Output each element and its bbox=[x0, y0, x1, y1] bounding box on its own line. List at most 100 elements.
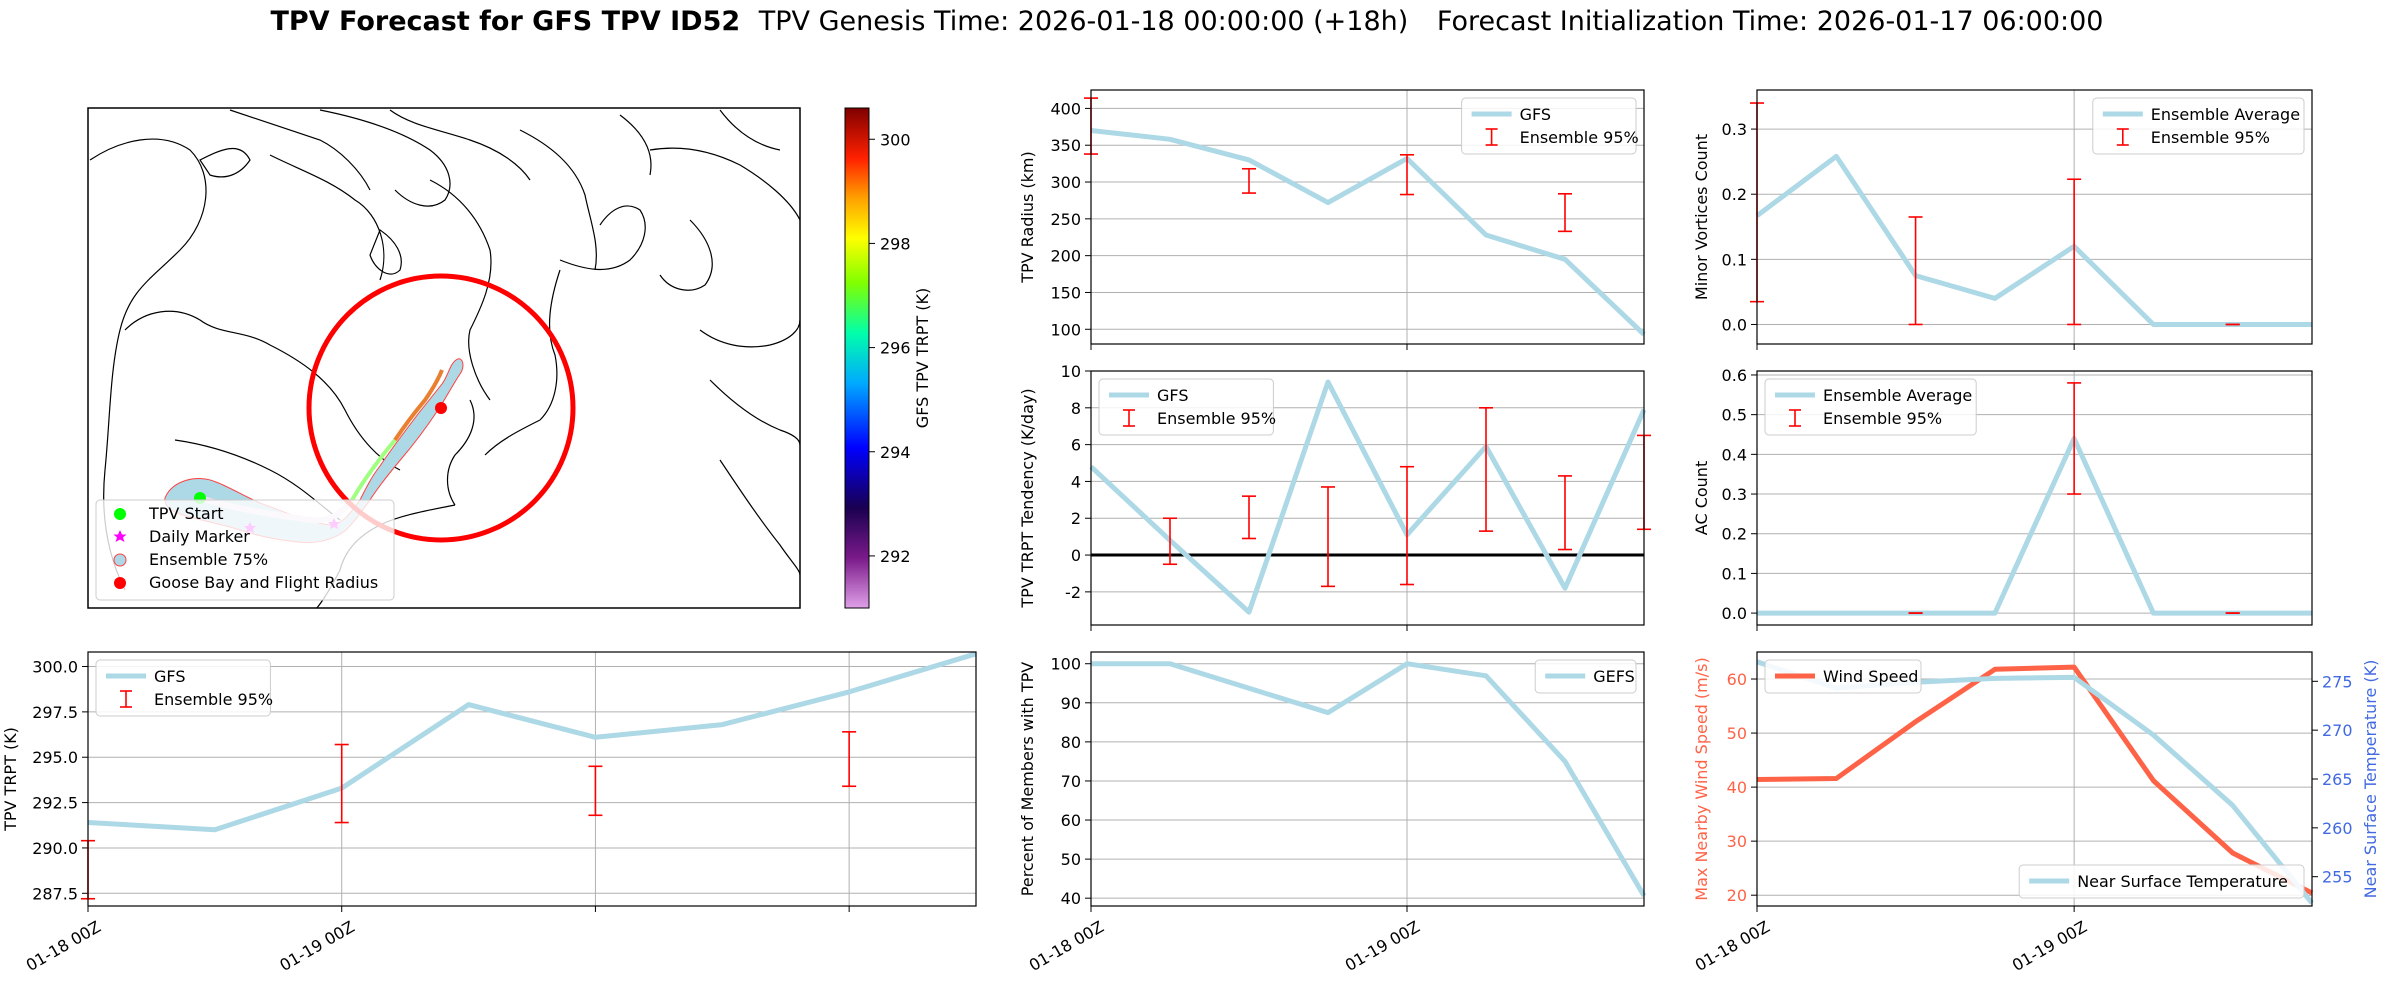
chart-wind: 20 30 40 50 60 01-18 00Z 01-19 00Z Max Nearby W… bbox=[1692, 651, 2380, 975]
legend-goose-bay-marker bbox=[114, 577, 126, 589]
ytick-right-label: 270 bbox=[2322, 721, 2353, 740]
colorbar-tick-label: 298 bbox=[880, 234, 911, 253]
figure-title: TPV Forecast for GFS TPV ID52 TPV Genesi… bbox=[0, 6, 2384, 37]
ylabel: AC Count bbox=[1692, 461, 1711, 535]
series-line-gefs bbox=[1091, 661, 1647, 898]
ytick-right-label: 260 bbox=[2322, 819, 2353, 838]
ytick-label: 297.5 bbox=[32, 703, 78, 722]
legend-ensemble: Ensemble 75% bbox=[149, 550, 268, 569]
legend: Ensemble Average Ensemble 95% bbox=[2092, 97, 2305, 155]
ytick-label: 0 bbox=[1071, 546, 1081, 565]
legend-goose-bay: Goose Bay and Flight Radius bbox=[149, 573, 378, 592]
legend-daily-marker-star bbox=[113, 530, 127, 542]
ytick-label: 4 bbox=[1071, 472, 1081, 491]
error-bar bbox=[1242, 495, 1256, 540]
plot-frame bbox=[1090, 651, 1645, 907]
ytick-label: 20 bbox=[1727, 886, 1747, 905]
error-bar bbox=[842, 731, 857, 788]
colorbar-tick-label: 292 bbox=[880, 547, 911, 566]
ytick-label: 0.6 bbox=[1722, 366, 1747, 385]
legend-label: GFS bbox=[1157, 386, 1188, 405]
ytick-label: 0.2 bbox=[1722, 185, 1747, 204]
error-bar bbox=[588, 765, 603, 817]
chart-minor_vortices: 0.0 0.1 0.2 0.3 Minor Vortices Count Ensemble… bbox=[1692, 89, 2313, 350]
map-panel: TPV Start Daily Marker Ensemble 75% Goos… bbox=[87, 107, 801, 609]
colorbar: 300 298 296 294 292 GFS TPV TRPT (K) bbox=[844, 107, 932, 609]
ytick-label: 0.2 bbox=[1722, 525, 1747, 544]
legend-label: Ensemble 95% bbox=[1157, 409, 1276, 428]
ytick-label: 400 bbox=[1050, 99, 1081, 118]
ytick-label: 100 bbox=[1050, 320, 1081, 339]
ytick-label: 295.0 bbox=[32, 748, 78, 767]
error-bar bbox=[1558, 193, 1572, 233]
error-bar bbox=[1321, 486, 1335, 588]
map-legend: TPV Start Daily Marker Ensemble 75% Goos… bbox=[95, 499, 395, 601]
legend: GFS Ensemble 95% bbox=[95, 659, 273, 717]
plot-frame bbox=[1756, 89, 2313, 345]
ytick-right-label: 255 bbox=[2322, 868, 2353, 887]
colorbar-tick-label: 300 bbox=[880, 130, 911, 149]
chart-ac_count: 0.0 0.1 0.2 0.3 0.4 0.5 0.6 AC Count Ensemble Av… bbox=[1692, 366, 2313, 631]
error-bar bbox=[1242, 167, 1256, 194]
ytick-label: 0.4 bbox=[1722, 445, 1747, 464]
ytick-label: 10 bbox=[1061, 362, 1081, 381]
legend-label: Ensemble 95% bbox=[1520, 128, 1639, 147]
ylabel: TPV TRPT Tendency (K/day) bbox=[1018, 388, 1037, 608]
ytick-label: 6 bbox=[1071, 436, 1081, 455]
ylabel: TPV TRPT (K) bbox=[1, 727, 20, 832]
ytick-label: 300 bbox=[1050, 173, 1081, 192]
legend: Wind Speed bbox=[1764, 659, 1922, 694]
legend-tpv-start-marker bbox=[114, 508, 126, 520]
error-bar bbox=[1400, 465, 1414, 586]
ytick-label: 0.5 bbox=[1722, 406, 1747, 425]
legend-label: Ensemble 95% bbox=[2151, 128, 2270, 147]
plot-area bbox=[1091, 652, 1644, 906]
legend: Ensemble Average Ensemble 95% bbox=[1764, 378, 1977, 436]
legend-label: Wind Speed bbox=[1823, 667, 1918, 686]
plot-frame bbox=[87, 651, 977, 907]
legend-label: GFS bbox=[154, 667, 185, 686]
chart-trpt: 287.5 290.0 292.5 295.0 297.5 300.0 01-18 00Z 0… bbox=[1, 651, 977, 975]
title-main: TPV Forecast for GFS TPV ID52 bbox=[270, 6, 741, 37]
ytick-label: 0.0 bbox=[1722, 315, 1747, 334]
legend-daily-marker: Daily Marker bbox=[149, 527, 250, 546]
plot-frame bbox=[1756, 370, 2313, 626]
title-genesis: TPV Genesis Time: 2026-01-18 00:00:00 (+… bbox=[758, 6, 1409, 37]
series-line-ensemble-average bbox=[1755, 153, 2312, 327]
xtick-label: 01-18 00Z bbox=[23, 917, 104, 975]
coastlines bbox=[89, 109, 800, 608]
xtick-label: 01-19 00Z bbox=[2009, 917, 2090, 975]
ytick-label: 0.1 bbox=[1722, 250, 1747, 269]
legend-ensemble-marker bbox=[113, 553, 127, 567]
legend: GFS Ensemble 95% bbox=[1461, 97, 1639, 155]
legend-label: Near Surface Temperature bbox=[2077, 872, 2288, 891]
legend-tpv-start: TPV Start bbox=[148, 504, 224, 523]
ytick-label: 50 bbox=[1061, 850, 1081, 869]
ytick-label: 30 bbox=[1727, 832, 1747, 851]
ylabel: TPV Radius (km) bbox=[1018, 151, 1037, 284]
error-bar bbox=[1908, 216, 1923, 326]
ytick-label: 8 bbox=[1071, 399, 1081, 418]
error-bar bbox=[1163, 517, 1177, 566]
chart-tendency: -2 0 2 4 6 8 10 TPV TRPT Tendency (K/day) GFS Ens… bbox=[1018, 362, 1651, 631]
legend: Near Surface Temperature bbox=[2018, 864, 2305, 899]
ylabel-right: Near Surface Temperature (K) bbox=[2361, 660, 2380, 899]
legend-label: Ensemble 95% bbox=[154, 690, 273, 709]
ytick-label: -2 bbox=[1065, 583, 1081, 602]
ytick-right-label: 265 bbox=[2322, 770, 2353, 789]
ytick-label: 150 bbox=[1050, 283, 1081, 302]
ytick-label: 90 bbox=[1061, 694, 1081, 713]
error-bar bbox=[1479, 407, 1493, 532]
error-bar bbox=[1400, 153, 1414, 196]
ytick-label: 300.0 bbox=[32, 658, 78, 677]
ytick-label: 70 bbox=[1061, 772, 1081, 791]
plot-frame bbox=[1090, 370, 1645, 626]
legend-label: Ensemble 95% bbox=[1823, 409, 1942, 428]
colorbar-tick-label: 294 bbox=[880, 443, 911, 462]
ytick-label: 0.0 bbox=[1722, 604, 1747, 623]
legend: GFS Ensemble 95% bbox=[1098, 378, 1276, 436]
ytick-right-label: 275 bbox=[2322, 672, 2353, 691]
ytick-label: 250 bbox=[1050, 210, 1081, 229]
ytick-label: 350 bbox=[1050, 136, 1081, 155]
